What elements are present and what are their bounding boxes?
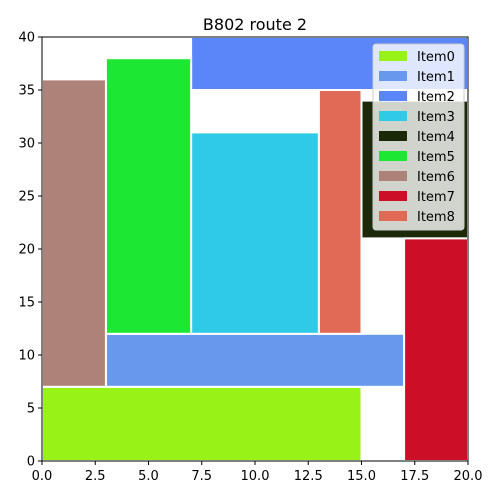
- x-tick-label: 15.0: [347, 469, 376, 484]
- y-tick-label: 30: [18, 137, 35, 152]
- legend-label: Item2: [417, 90, 455, 105]
- legend: Item0 Item1 Item2 Item3 Item4 Item5 Item6 Item7…: [372, 43, 465, 231]
- legend-label: Item3: [417, 110, 455, 125]
- legend-swatch: [379, 211, 407, 221]
- legend-label: Item1: [417, 70, 455, 85]
- legend-label: Item7: [417, 190, 455, 205]
- y-tick-label: 35: [18, 84, 35, 99]
- rect-item7: [403, 237, 470, 462]
- rect-item6: [41, 78, 107, 388]
- legend-swatch: [379, 131, 407, 141]
- x-axis: 0.0 2.5 5.0 7.5 10.0 12.5 15.0 17.5 20.0: [32, 461, 483, 484]
- x-tick-label: 20.0: [454, 469, 483, 484]
- legend-label: Item5: [417, 150, 455, 165]
- y-tick-label: 20: [18, 243, 35, 258]
- y-tick-label: 40: [18, 31, 35, 46]
- x-tick-label: 7.5: [191, 469, 212, 484]
- chart-title: B802 route 2: [203, 15, 307, 34]
- legend-box: [372, 43, 465, 231]
- legend-label: Item4: [417, 130, 455, 145]
- y-tick-label: 15: [18, 296, 35, 311]
- rect-item5: [104, 57, 193, 335]
- y-tick-label: 5: [27, 402, 35, 417]
- x-tick-label: 2.5: [85, 469, 106, 484]
- y-tick-label: 25: [18, 190, 35, 205]
- legend-label: Item6: [417, 170, 455, 185]
- legend-swatch: [379, 171, 407, 181]
- legend-swatch: [379, 51, 407, 61]
- legend-label: Item8: [417, 210, 455, 225]
- x-tick-label: 12.5: [294, 469, 323, 484]
- legend-swatch: [379, 191, 407, 201]
- y-tick-label: 10: [18, 349, 35, 364]
- rect-item0: [41, 385, 363, 462]
- y-axis: 0 5 10 15 20 25 30 35 40: [18, 31, 42, 470]
- legend-swatch: [379, 111, 407, 121]
- y-tick-label: 0: [27, 455, 35, 470]
- x-tick-label: 5.0: [138, 469, 159, 484]
- legend-label: Item0: [417, 50, 455, 65]
- legend-swatch: [379, 71, 407, 81]
- x-tick-label: 17.5: [400, 469, 429, 484]
- rect-item1: [104, 332, 406, 388]
- legend-swatch: [379, 91, 407, 101]
- x-tick-label: 10.0: [241, 469, 270, 484]
- legend-swatch: [379, 151, 407, 161]
- rect-item8: [317, 89, 363, 335]
- rect-item3: [190, 131, 320, 335]
- x-tick-label: 0.0: [32, 469, 53, 484]
